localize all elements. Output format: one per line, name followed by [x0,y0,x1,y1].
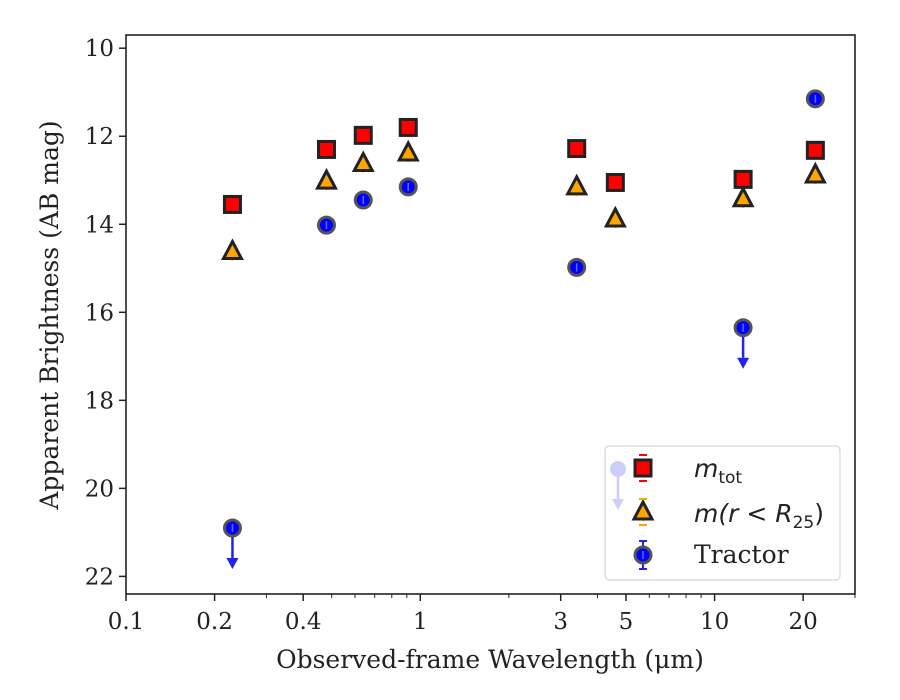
mtot-point-7 [805,140,825,160]
series-mtot [222,117,825,214]
mtot-point-1 [316,139,336,159]
mr25-point-5 [603,205,627,228]
x-tick-label-0-4: 0.4 [285,609,322,635]
mr25-point-1 [314,167,338,190]
y-axis-label: Apparent Brightness (AB mag) [35,120,64,510]
legend-ghost-circle [610,461,626,477]
x-tick-label-3: 3 [553,609,568,635]
series-mr25 [220,139,827,261]
legend-entry-mtot: mtot [694,454,742,488]
legend-frame [604,445,841,581]
mr25-point-6 [731,185,755,208]
mtot-point-2 [353,125,373,145]
legend-entry-tractor: Tractor [694,540,789,569]
legend-mr25-base: m(r < R [694,499,793,528]
y-tick-label-18: 18 [85,388,114,414]
y-tick-label-16: 16 [85,300,114,326]
mtot-point-0 [222,194,242,214]
legend-entry-mr25: m(r < R25) [694,499,824,533]
mr25-point-4 [565,173,589,196]
legend-upper-limit-ghost [610,461,626,510]
x-tick-label-10: 10 [700,609,729,635]
y-tick-label-20: 20 [85,476,114,502]
mtot-point-3 [398,117,418,137]
mtot-point-6 [733,169,753,189]
tractor-point-0-upper-limit-arrow-head [226,557,239,569]
legend-marker-mtot [633,458,653,478]
tractor-point-5-upper-limit-arrow-head [737,357,750,369]
legend: mtot m(r < R25) Tractor [604,445,841,581]
legend-mtot-sub: tot [718,468,742,488]
legend-mtot-base: m [694,454,718,483]
series-tractor [222,89,825,569]
x-axis-label: Observed-frame Wavelength (μm) [276,645,704,674]
chart-marks [220,89,827,569]
x-tick-label-20: 20 [789,609,818,635]
legend-mr25-close: ) [814,499,824,528]
y-tick-label-22: 22 [85,564,114,590]
y-tick-label-14: 14 [85,212,114,238]
y-tick-label-10: 10 [85,36,114,62]
x-tick-label-1: 1 [413,609,428,635]
legend-mr25-sub: 25 [793,513,815,533]
legend-ghost-arrow-head [612,499,624,510]
x-tick-label-5: 5 [619,609,634,635]
legend-marker-mr25 [631,498,655,521]
mr25-point-7 [803,161,827,184]
mtot-point-5 [605,172,625,192]
mtot-point-4 [567,139,587,159]
x-tick-label-0-1: 0.1 [108,609,145,635]
y-axis: 10 12 14 16 18 20 22 [85,36,126,590]
mr25-point-0 [220,238,244,261]
y-tick-label-12: 12 [85,124,114,150]
mr25-point-3 [396,139,420,162]
plot-frame [125,34,856,595]
legend-markers [610,454,655,570]
x-axis: 0.1 0.2 0.4 1 3 5 10 20 [108,594,856,635]
x-tick-label-0-2: 0.2 [196,609,233,635]
mr25-point-2 [351,150,375,173]
